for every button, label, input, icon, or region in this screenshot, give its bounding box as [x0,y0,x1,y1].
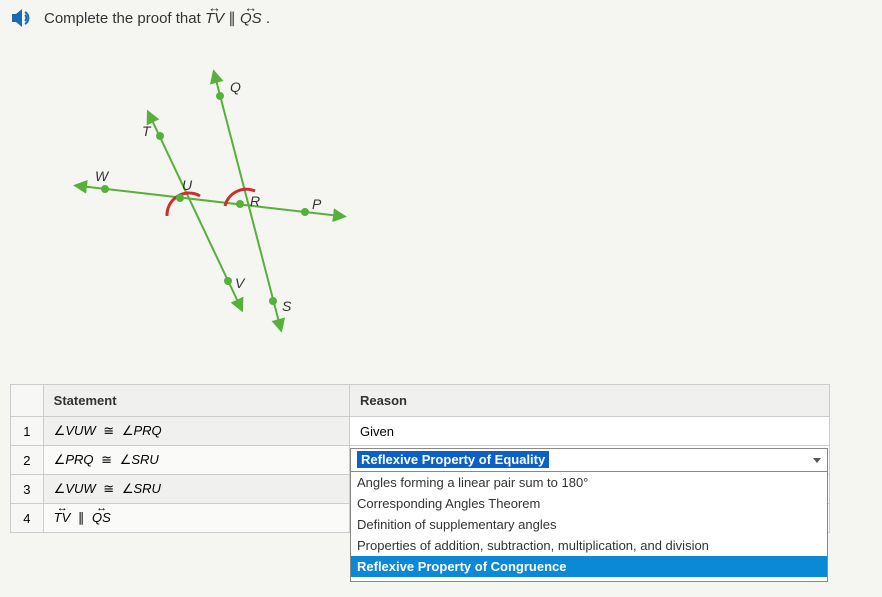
row-num: 4 [11,504,44,533]
row-num: 2 [11,446,44,475]
angle-lhs: PRQ [54,452,94,467]
prompt-line-tv: TV [205,10,224,27]
prompt-prefix: Complete the proof that [44,10,205,27]
dropdown-option[interactable]: Reflexive Property of Equality [351,577,827,582]
svg-text:R: R [250,193,260,209]
row-num: 1 [11,417,44,446]
line-tv: TV [54,510,71,525]
svg-text:W: W [95,168,110,184]
svg-text:V: V [235,275,246,291]
relation-symbol: ≅ [99,423,118,438]
table-header-row: Statement Reason [11,385,830,417]
header-statement: Statement [43,385,349,417]
header-blank [11,385,44,417]
relation-symbol: ≅ [97,452,116,467]
header-reason: Reason [350,385,830,417]
reason-cell: Given [350,417,830,446]
geometry-diagram: Q T W U R P V S [60,46,380,346]
prompt-text: Complete the proof that TV ∥ QS . [44,9,270,27]
angle-lhs: VUW [54,423,96,438]
relation-symbol: ≅ [99,481,118,496]
prompt-suffix: . [266,10,270,27]
reason-dropdown[interactable]: Reflexive Property of Equality Angles fo… [350,448,828,582]
svg-text:S: S [282,298,292,314]
svg-text:T: T [142,123,152,139]
dropdown-option[interactable]: Reflexive Property of Congruence [351,556,827,577]
angle-rhs: SRU [122,481,161,496]
line-qs: QS [92,510,111,525]
svg-text:P: P [312,196,322,212]
angle-lhs: VUW [54,481,96,496]
prompt-parallel-symbol: ∥ [228,10,240,27]
dropdown-option[interactable]: Properties of addition, subtraction, mul… [351,535,827,556]
dropdown-selected-text: Reflexive Property of Equality [357,451,549,468]
row-num: 3 [11,475,44,504]
prompt-line-qs: QS [240,10,262,27]
statement-cell: PRQ ≅ SRU [43,446,349,475]
dropdown-option[interactable]: Definition of supplementary angles [351,514,827,535]
svg-text:Q: Q [230,79,241,95]
dropdown-option[interactable]: Corresponding Angles Theorem [351,493,827,514]
svg-text:U: U [182,177,193,193]
statement-cell: VUW ≅ SRU [43,475,349,504]
statement-cell: TV ∥ QS [43,504,349,533]
dropdown-option[interactable]: Angles forming a linear pair sum to 180° [351,472,827,493]
dropdown-list[interactable]: Angles forming a linear pair sum to 180°… [350,472,828,582]
angle-rhs: SRU [120,452,159,467]
dropdown-selected[interactable]: Reflexive Property of Equality [350,448,828,472]
statement-cell: VUW ≅ PRQ [43,417,349,446]
parallel-symbol: ∥ [74,510,89,525]
angle-rhs: PRQ [122,423,162,438]
table-row: 1 VUW ≅ PRQ Given [11,417,830,446]
speaker-icon[interactable] [10,8,34,28]
